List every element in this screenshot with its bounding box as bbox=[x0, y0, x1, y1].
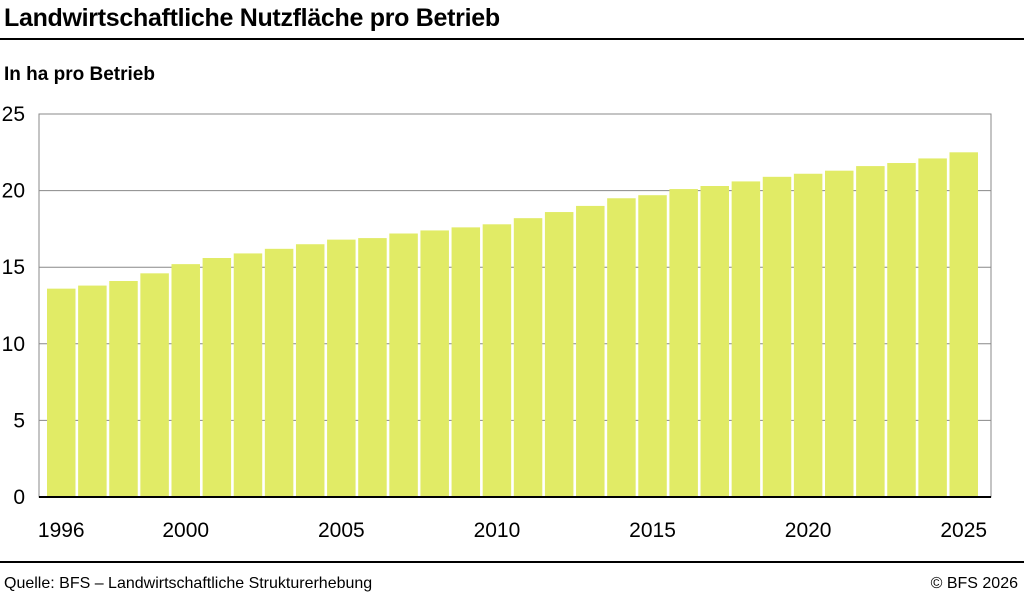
bar-2001 bbox=[202, 258, 232, 497]
bar-2013 bbox=[576, 205, 605, 498]
bar-2016 bbox=[669, 189, 698, 497]
bar-2010 bbox=[482, 224, 512, 497]
bar-2014 bbox=[607, 198, 636, 497]
x-tick-label: 2000 bbox=[162, 519, 209, 542]
bar-2009 bbox=[451, 227, 481, 498]
bar-2012 bbox=[544, 212, 574, 497]
bar-2023 bbox=[887, 163, 916, 498]
chart-title: Landwirtschaftliche Nutzfläche pro Betri… bbox=[4, 4, 500, 32]
bar-2004 bbox=[295, 244, 325, 497]
y-tick-label: 10 bbox=[2, 333, 25, 356]
bar-2008 bbox=[420, 230, 449, 497]
x-tick-label: 2005 bbox=[318, 519, 365, 542]
y-tick-label: 5 bbox=[13, 409, 25, 432]
x-tick-labels: 1996 2000 2005 2010 2015 2020 2025 bbox=[38, 519, 987, 542]
title-divider bbox=[0, 38, 1024, 40]
y-tick-label: 0 bbox=[13, 486, 25, 509]
bar-2011 bbox=[513, 218, 543, 497]
bar-1998 bbox=[109, 280, 138, 497]
bar-2000 bbox=[171, 264, 200, 497]
x-tick-label: 2025 bbox=[940, 519, 987, 542]
y-tick-labels: 0 5 10 15 20 25 bbox=[2, 103, 25, 509]
bar-1999 bbox=[140, 273, 169, 497]
bars bbox=[47, 152, 978, 498]
bar-2005 bbox=[327, 239, 356, 497]
bar-1996 bbox=[47, 288, 76, 497]
y-tick-label: 20 bbox=[2, 180, 25, 203]
y-tick-label: 25 bbox=[2, 103, 25, 126]
y-tick-label: 15 bbox=[2, 256, 25, 279]
copyright-note: © BFS 2026 bbox=[930, 575, 1018, 592]
bar-2006 bbox=[358, 238, 387, 498]
footer-divider bbox=[0, 561, 1024, 563]
x-tick-label: 1996 bbox=[38, 519, 85, 542]
bar-2022 bbox=[856, 166, 885, 497]
bar-1997 bbox=[78, 285, 107, 497]
bar-2017 bbox=[700, 186, 730, 497]
bar-2007 bbox=[389, 233, 418, 497]
bar-2025 bbox=[949, 152, 978, 498]
source-note: Quelle: BFS – Landwirtschaftliche Strukt… bbox=[4, 575, 373, 592]
x-tick-label: 2020 bbox=[785, 519, 832, 542]
bar-2019 bbox=[762, 176, 792, 497]
bar-2015 bbox=[638, 195, 667, 498]
plot-frame bbox=[38, 113, 992, 498]
bar-2020 bbox=[793, 173, 823, 498]
bar-2021 bbox=[825, 170, 854, 497]
bar-2024 bbox=[918, 158, 947, 498]
bar-2002 bbox=[233, 253, 263, 497]
chart-subtitle: In ha pro Betrieb bbox=[4, 64, 155, 85]
x-tick-label: 2010 bbox=[474, 519, 521, 542]
x-tick-label: 2015 bbox=[629, 519, 676, 542]
bar-2018 bbox=[731, 181, 761, 497]
bar-2003 bbox=[264, 248, 294, 497]
